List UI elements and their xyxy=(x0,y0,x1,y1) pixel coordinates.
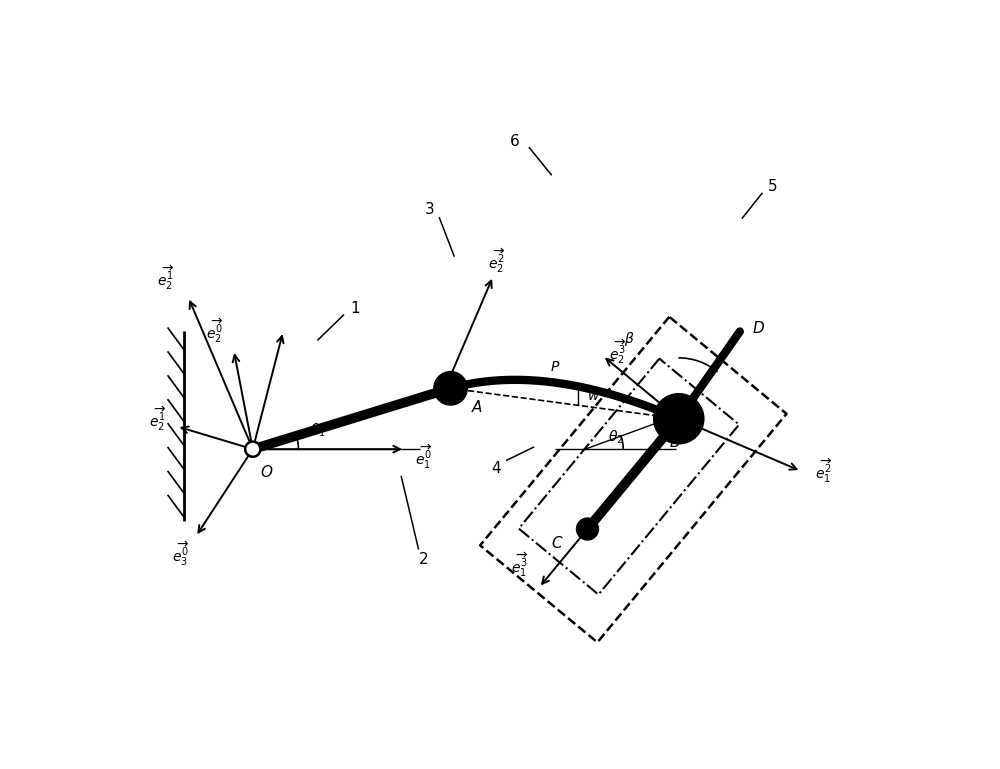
Text: $w$: $w$ xyxy=(587,389,600,403)
Text: $\overrightarrow{e_1^3}$: $\overrightarrow{e_1^3}$ xyxy=(511,551,529,579)
Text: $\theta_1$: $\theta_1$ xyxy=(310,421,325,439)
Text: $\overrightarrow{e_2^1}$: $\overrightarrow{e_2^1}$ xyxy=(157,264,174,292)
Text: $P$: $P$ xyxy=(550,361,561,375)
Text: 5: 5 xyxy=(768,179,777,195)
Ellipse shape xyxy=(577,518,598,540)
Text: $\overrightarrow{e_2^3}$: $\overrightarrow{e_2^3}$ xyxy=(609,338,626,366)
Text: 6: 6 xyxy=(510,134,520,148)
Text: $D$: $D$ xyxy=(752,320,765,336)
Text: $\overrightarrow{e_3^0}$: $\overrightarrow{e_3^0}$ xyxy=(172,540,189,568)
Text: $\beta$: $\beta$ xyxy=(624,330,635,348)
Text: $\overrightarrow{e_2^1}$: $\overrightarrow{e_2^1}$ xyxy=(149,404,166,433)
Ellipse shape xyxy=(654,394,704,444)
Text: $\theta_2$: $\theta_2$ xyxy=(608,429,623,447)
Text: $\overrightarrow{e_1^0}$: $\overrightarrow{e_1^0}$ xyxy=(415,443,432,471)
Text: $\overrightarrow{e_2^2}$: $\overrightarrow{e_2^2}$ xyxy=(488,247,506,275)
Text: 2: 2 xyxy=(419,552,429,567)
Text: 4: 4 xyxy=(491,461,501,476)
Text: $A$: $A$ xyxy=(471,399,483,415)
Text: 1: 1 xyxy=(351,301,360,316)
Text: $B$: $B$ xyxy=(669,434,681,450)
Ellipse shape xyxy=(434,371,467,405)
Text: 3: 3 xyxy=(425,202,435,217)
Text: $O$: $O$ xyxy=(260,464,273,480)
Text: $\overrightarrow{e_2^0}$: $\overrightarrow{e_2^0}$ xyxy=(206,317,223,345)
Text: $C$: $C$ xyxy=(551,534,563,551)
Text: $\overrightarrow{e_1^2}$: $\overrightarrow{e_1^2}$ xyxy=(815,457,832,485)
Circle shape xyxy=(245,441,260,457)
